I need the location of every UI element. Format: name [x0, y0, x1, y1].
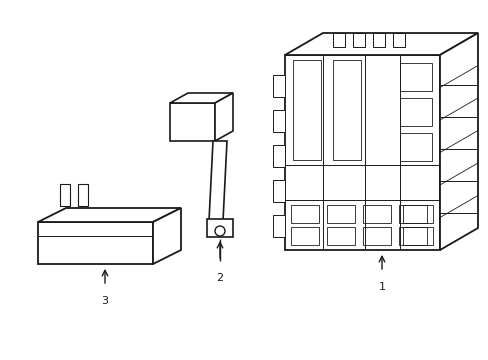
- Polygon shape: [38, 208, 181, 222]
- Polygon shape: [285, 33, 477, 55]
- Polygon shape: [272, 215, 285, 237]
- Polygon shape: [392, 33, 404, 47]
- Polygon shape: [352, 33, 364, 47]
- Polygon shape: [170, 103, 215, 141]
- Polygon shape: [170, 93, 232, 103]
- Polygon shape: [332, 33, 345, 47]
- Polygon shape: [272, 110, 285, 132]
- Polygon shape: [206, 219, 232, 237]
- Polygon shape: [272, 180, 285, 202]
- Polygon shape: [153, 208, 181, 264]
- Polygon shape: [208, 141, 226, 221]
- Polygon shape: [60, 184, 70, 206]
- Polygon shape: [372, 33, 384, 47]
- Polygon shape: [38, 222, 153, 264]
- Text: 3: 3: [102, 296, 108, 306]
- Text: 2: 2: [216, 273, 223, 283]
- Polygon shape: [285, 55, 439, 250]
- Text: 1: 1: [378, 282, 385, 292]
- Polygon shape: [272, 145, 285, 167]
- Polygon shape: [78, 184, 88, 206]
- Polygon shape: [272, 75, 285, 97]
- Polygon shape: [215, 93, 232, 141]
- Polygon shape: [439, 33, 477, 250]
